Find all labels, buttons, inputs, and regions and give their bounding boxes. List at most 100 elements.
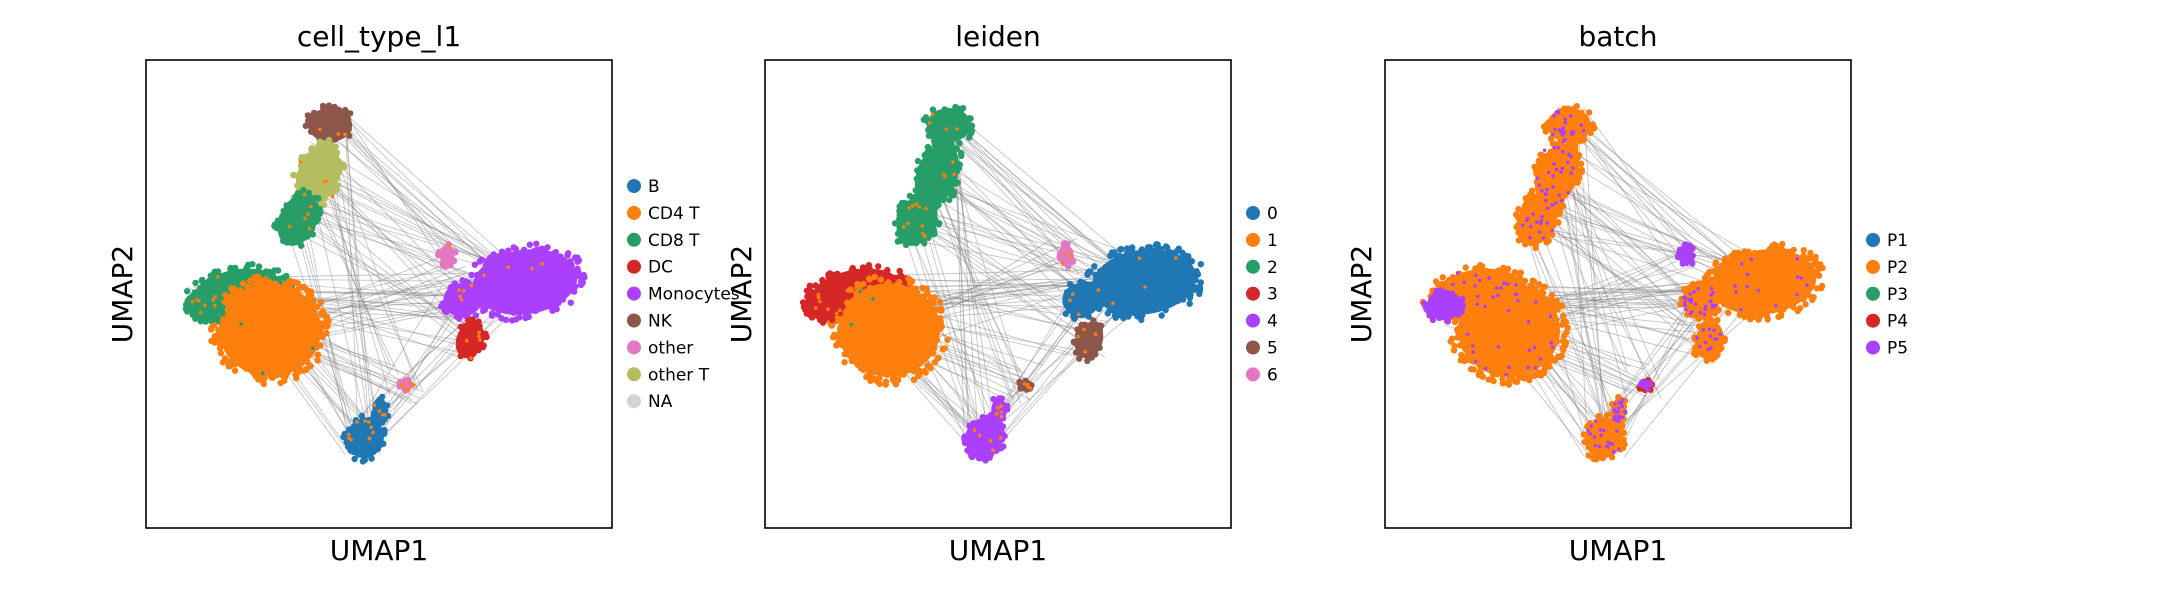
cell-point: [884, 286, 889, 291]
cell-point: [1618, 402, 1623, 406]
edge-line: [339, 105, 440, 257]
cell-point: [1812, 253, 1819, 261]
legend-marker: [1246, 313, 1260, 328]
cell-point: [1531, 163, 1538, 170]
cell-point: [926, 363, 933, 370]
cluster-body: [991, 398, 1007, 422]
legend-label: P5: [1887, 339, 1908, 359]
cell-point: [211, 321, 218, 328]
cell-point: [254, 297, 259, 302]
cell-point: [803, 287, 811, 294]
cell-point: [305, 291, 312, 298]
cell-point: [349, 438, 354, 442]
cell-point: [498, 315, 505, 322]
cell-point: [925, 144, 932, 151]
cell-point: [315, 195, 322, 202]
scatter-area: [182, 102, 588, 465]
cluster-body: [1058, 244, 1074, 266]
cell-point: [1610, 442, 1615, 446]
cell-point: [1696, 286, 1700, 291]
cluster-body: [965, 417, 1003, 459]
legend-label: NK: [648, 312, 673, 332]
cell-point: [1144, 244, 1152, 251]
cell-point: [1563, 137, 1567, 142]
cell-point: [1461, 289, 1469, 297]
cell-point: [1745, 272, 1750, 277]
cell-point: [1559, 337, 1567, 345]
legend-item: DC: [627, 258, 673, 278]
edge-line: [331, 167, 512, 275]
cell-point: [1533, 371, 1541, 378]
cell-point: [457, 288, 461, 292]
legend-marker: [1866, 313, 1880, 328]
edge-line: [1543, 221, 1692, 334]
cell-point: [924, 206, 928, 211]
cell-point: [905, 221, 910, 226]
cell-point: [1817, 261, 1824, 268]
cell-point: [1558, 352, 1566, 359]
legend-label: P2: [1887, 258, 1908, 278]
cell-point: [1496, 345, 1501, 349]
cell-point: [816, 292, 821, 297]
edge-line: [1539, 185, 1751, 268]
y-axis-label: UMAP2: [1345, 245, 1378, 344]
cell-point: [1124, 245, 1131, 252]
cell-point: [1128, 246, 1136, 253]
cell-point: [907, 206, 912, 210]
cell-point: [1813, 285, 1821, 292]
cell-point: [372, 403, 377, 407]
legend-marker: [1866, 233, 1880, 247]
cell-point: [1553, 127, 1557, 131]
cell-point: [1091, 263, 1098, 270]
edge-line: [944, 114, 1071, 265]
edge-line: [952, 137, 1080, 274]
cell-point: [245, 261, 252, 268]
cell-point: [1491, 295, 1495, 300]
cell-point: [271, 221, 279, 228]
cell-point: [946, 196, 953, 204]
cluster-body: [1458, 283, 1560, 377]
cell-point: [324, 322, 331, 330]
cell-point: [1599, 433, 1603, 438]
cell-point: [999, 414, 1004, 419]
edge-line: [1557, 116, 1750, 275]
cell-point: [302, 193, 307, 197]
cell-point: [1812, 258, 1819, 266]
edge-line: [1531, 201, 1697, 349]
cell-point: [991, 448, 995, 453]
cell-point: [1692, 290, 1696, 294]
cell-point: [800, 299, 807, 306]
edge-line: [332, 181, 463, 315]
cell-point: [1514, 282, 1518, 287]
edge-line: [1620, 289, 1694, 451]
cell-point: [1111, 301, 1115, 306]
cell-point: [896, 203, 903, 210]
cell-point: [910, 204, 915, 208]
cell-point: [1500, 379, 1508, 386]
cell-point: [1432, 293, 1437, 298]
legend-marker: [1866, 340, 1880, 355]
cell-point: [1559, 321, 1566, 328]
cell-point: [1613, 402, 1617, 406]
cell-point: [988, 439, 993, 443]
cell-point: [402, 387, 407, 391]
cell-point: [1062, 310, 1069, 317]
cell-point: [1546, 170, 1551, 175]
cell-point: [972, 428, 977, 433]
cell-point: [955, 127, 959, 131]
cell-point: [1541, 283, 1549, 290]
cell-point: [336, 132, 341, 136]
cell-point: [287, 224, 292, 229]
legend-item: Monocytes: [627, 285, 740, 305]
cell-point: [1471, 344, 1475, 348]
legend-item: P2: [1866, 258, 1908, 278]
cell-point: [890, 377, 898, 385]
cell-point: [1560, 198, 1564, 203]
cell-point: [230, 285, 237, 292]
edge-line: [330, 191, 424, 393]
edge-line: [1559, 161, 1650, 383]
edge-line: [335, 110, 448, 258]
cell-point: [324, 179, 329, 183]
legend-label: DC: [648, 258, 673, 278]
